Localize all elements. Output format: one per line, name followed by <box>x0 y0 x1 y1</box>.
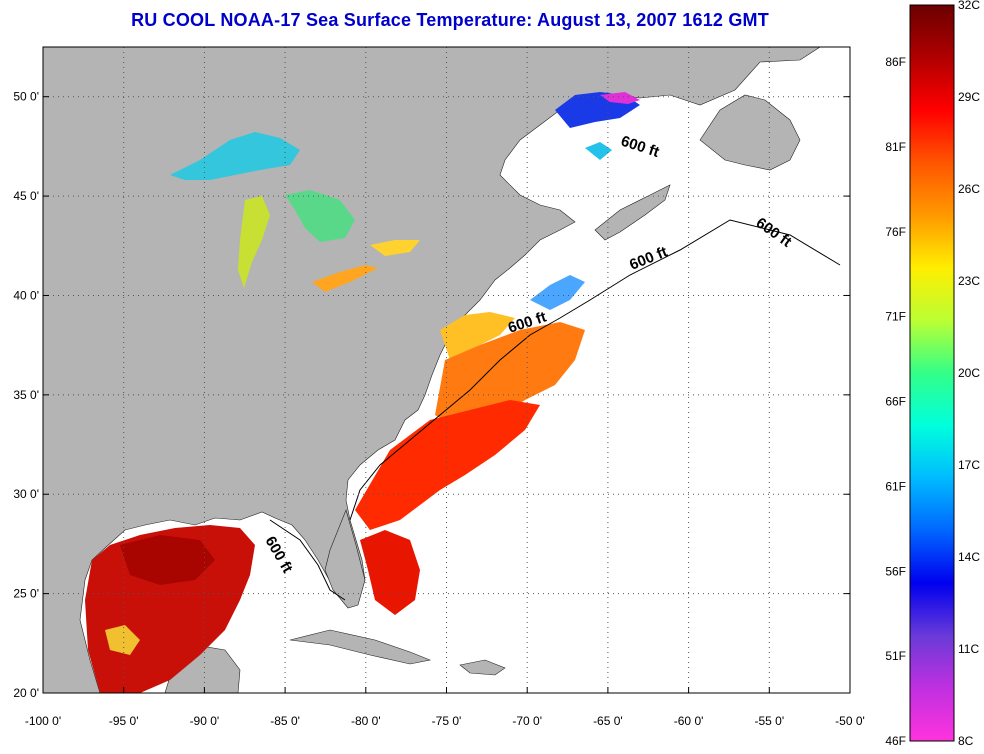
colorbar-celsius-label: 32C <box>958 0 980 12</box>
lon-tick-label: -85 0' <box>270 714 300 728</box>
colorbar-fahrenheit-label: 86F <box>885 55 906 69</box>
lon-tick-label: -50 0' <box>835 714 865 728</box>
colorbar-celsius-label: 29C <box>958 90 980 104</box>
isobath-600ft <box>269 219 841 601</box>
lon-tick-label: -60 0' <box>674 714 704 728</box>
hispaniola-land <box>459 659 506 676</box>
mid-atlantic-orange <box>435 322 585 430</box>
land-layer <box>42 46 822 694</box>
colorbar-labels: 32C 29C 26C 23C 20C 17C 14C 11C 8C 86F 81F 76F 71F 66… <box>885 0 980 748</box>
sst-swaths <box>85 92 640 693</box>
lat-tick-label: 20 0' <box>13 686 39 700</box>
southeast-red <box>355 400 540 530</box>
lat-tick-label: 25 0' <box>13 587 39 601</box>
colorbar-fahrenheit-label: 81F <box>885 140 906 154</box>
lake-erie <box>312 265 378 292</box>
colorbar-fahrenheit-label: 71F <box>885 310 906 324</box>
great-lakes <box>170 132 420 292</box>
cuba-land <box>289 629 432 665</box>
lon-tick-label: -55 0' <box>754 714 784 728</box>
longitude-ticks: -100 0' -95 0' -90 0' -85 0' -80 0' -75 0' -70… <box>25 687 865 728</box>
lon-tick-label: -70 0' <box>512 714 542 728</box>
colorbar-celsius-label: 17C <box>958 458 980 472</box>
lon-tick-label: -80 0' <box>351 714 381 728</box>
colorbar-fahrenheit-label: 61F <box>885 479 906 493</box>
florida-land <box>324 509 366 609</box>
lake-superior <box>170 132 300 180</box>
colorbar-fahrenheit-label: 56F <box>885 564 906 578</box>
colorbar-celsius-label: 23C <box>958 274 980 288</box>
lat-tick-label: 40 0' <box>13 288 39 302</box>
latitude-ticks: 20 0' 25 0' 30 0' 35 0' 40 0' 45 0' 50 0' <box>13 90 850 700</box>
colorbar-fahrenheit-label: 51F <box>885 649 906 663</box>
lake-huron <box>285 190 355 242</box>
gulf-of-mexico-dark <box>120 535 215 585</box>
nova-scotia-cyan <box>585 142 612 160</box>
nova-scotia-land <box>594 184 671 241</box>
colorbar-fahrenheit-label: 66F <box>885 395 906 409</box>
colorbar-fahrenheit-label: 76F <box>885 225 906 239</box>
map-title: RU COOL NOAA-17 Sea Surface Temperature:… <box>131 10 769 30</box>
stlawrence-magenta <box>600 92 640 104</box>
lat-tick-label: 35 0' <box>13 388 39 402</box>
florida-straits-red <box>360 530 420 615</box>
lon-tick-label: -75 0' <box>432 714 462 728</box>
colorbar-celsius-label: 20C <box>958 366 980 380</box>
lat-tick-label: 30 0' <box>13 487 39 501</box>
colorbar-celsius-label: 26C <box>958 182 980 196</box>
lon-tick-label: -90 0' <box>190 714 220 728</box>
lat-tick-label: 45 0' <box>13 189 39 203</box>
colorbar-gradient <box>909 4 955 742</box>
colorbar-celsius-label: 11C <box>958 642 979 656</box>
lon-tick-label: -100 0' <box>25 714 61 728</box>
lon-tick-label: -95 0' <box>109 714 139 728</box>
lake-michigan <box>238 196 270 288</box>
colorbar-celsius-label: 14C <box>958 550 980 564</box>
lat-tick-label: 50 0' <box>13 90 39 104</box>
gulf-yellow-patch <box>105 625 140 655</box>
north-america-land <box>42 46 822 694</box>
mid-atlantic-yellow <box>440 312 515 360</box>
colorbar-celsius-label: 8C <box>958 734 974 748</box>
gulf-of-maine-blue <box>530 275 585 310</box>
lake-ontario <box>370 240 420 256</box>
colorbar-fahrenheit-label: 46F <box>885 734 906 748</box>
newfoundland-land <box>699 94 801 171</box>
lon-tick-label: -65 0' <box>593 714 623 728</box>
